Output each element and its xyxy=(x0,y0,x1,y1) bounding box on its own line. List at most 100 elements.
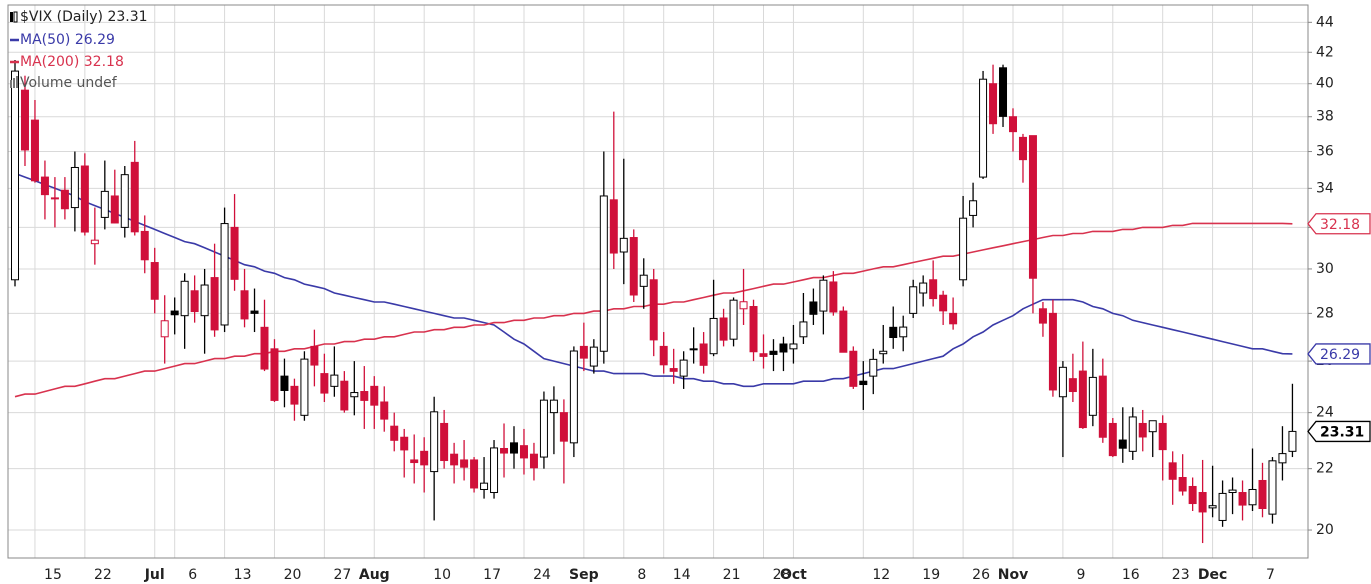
candle-body xyxy=(70,166,79,209)
candle-body xyxy=(779,343,788,353)
candle-body xyxy=(470,459,479,489)
candle-body xyxy=(989,83,998,125)
candle-body xyxy=(629,237,638,296)
candle-body xyxy=(490,447,499,494)
candle-body xyxy=(150,262,159,300)
price-tag xyxy=(1307,343,1371,365)
legend-icon xyxy=(13,11,18,23)
candle-body xyxy=(729,299,738,340)
candle-body xyxy=(330,374,339,387)
legend-icon xyxy=(13,78,15,88)
candle-body xyxy=(1108,422,1117,457)
candle-body xyxy=(999,67,1008,117)
y-tick-label: 38 xyxy=(1316,109,1334,125)
candle-body xyxy=(589,346,598,367)
candle-body xyxy=(1118,439,1127,449)
legend-icon xyxy=(16,76,18,88)
x-tick-label: 28 xyxy=(773,567,791,583)
legend-icon xyxy=(10,80,12,88)
candle-body xyxy=(929,279,938,300)
candle-body xyxy=(809,301,818,315)
x-tick-label: Aug xyxy=(359,567,390,583)
candle-body xyxy=(320,373,329,394)
candle-body xyxy=(110,195,119,224)
x-tick-label: 7 xyxy=(1266,567,1275,583)
plot xyxy=(11,59,1297,544)
candle-body xyxy=(569,350,578,444)
x-tick-label: 13 xyxy=(234,567,252,583)
y-tick-label: 28 xyxy=(1316,305,1334,321)
candle-body xyxy=(130,161,139,233)
candle-body xyxy=(669,368,678,372)
y-tick-label: 24 xyxy=(1316,405,1334,421)
candle-body xyxy=(60,189,69,210)
legend-text: 23.31 xyxy=(107,9,147,25)
candle-body xyxy=(1148,420,1157,433)
candle-body xyxy=(350,392,359,398)
candle-body xyxy=(210,277,219,331)
candle-body xyxy=(410,459,419,464)
legend-text: 32.18 xyxy=(84,54,124,70)
legend: $VIX (Daily) 23.31 MA(50) 26.29 MA(200) 32… xyxy=(10,9,148,91)
candle-body xyxy=(899,326,908,338)
candle-body xyxy=(230,226,239,280)
x-tick-label: 27 xyxy=(333,567,351,583)
y-tick-label: 30 xyxy=(1316,261,1334,277)
candle-body xyxy=(879,350,888,355)
candle-body xyxy=(390,425,399,441)
candle-body xyxy=(909,286,918,314)
x-tick-label: 23 xyxy=(1172,567,1190,583)
candle-body xyxy=(20,89,29,151)
legend-text: MA(50) xyxy=(20,32,70,48)
candle-body xyxy=(529,453,538,469)
candle-body xyxy=(659,345,668,366)
x-tick-label: 16 xyxy=(1122,567,1140,583)
legend-text: $VIX (Daily) xyxy=(20,9,103,25)
candle-body xyxy=(739,301,748,310)
candle-body xyxy=(919,282,928,294)
candle-body xyxy=(699,343,708,366)
candle-body xyxy=(1128,416,1137,452)
candle-body xyxy=(11,70,19,281)
price-tag xyxy=(1307,420,1371,443)
candle-body xyxy=(1168,462,1177,480)
candle-body xyxy=(1178,477,1187,492)
candle-body xyxy=(250,310,259,314)
x-tick-label: 20 xyxy=(284,567,302,583)
candle-body xyxy=(819,279,828,312)
plot-frame xyxy=(7,4,1309,559)
candle-body xyxy=(949,312,958,325)
x-tick-label: Dec xyxy=(1198,567,1227,583)
x-tick-label: 22 xyxy=(94,567,112,583)
candle-body xyxy=(539,399,548,458)
x-tick-label: 19 xyxy=(922,567,940,583)
legend-icon xyxy=(10,12,13,22)
candle-body xyxy=(50,197,59,200)
candle-body xyxy=(1228,489,1237,494)
candle-body xyxy=(140,230,149,261)
candle-body xyxy=(30,119,39,182)
candle-body xyxy=(979,78,988,178)
candle-body xyxy=(90,239,99,245)
x-tick-label: 17 xyxy=(483,567,501,583)
legend-entry: MA(200) 32.18 xyxy=(20,54,124,70)
candle-body xyxy=(1198,492,1207,513)
candle-body xyxy=(1258,479,1267,510)
candle-body xyxy=(480,482,489,490)
candle-body xyxy=(400,436,409,451)
price-tag-label: 32.18 xyxy=(1320,217,1360,233)
candle-body xyxy=(450,453,459,466)
price-tag-label: 26.29 xyxy=(1320,347,1360,363)
candle-body xyxy=(240,290,249,320)
candle-body xyxy=(260,326,269,370)
candle-body xyxy=(380,401,389,420)
y-tick-label: 34 xyxy=(1316,180,1334,196)
legend-text: MA(200) xyxy=(20,54,79,70)
candle-body xyxy=(579,345,588,359)
candle-body xyxy=(1088,376,1097,416)
candle-body xyxy=(370,385,379,406)
y-tick-label: 40 xyxy=(1316,76,1334,92)
candle-body xyxy=(1208,505,1217,509)
y-tick-label: 22 xyxy=(1316,461,1334,477)
candle-body xyxy=(420,450,429,466)
